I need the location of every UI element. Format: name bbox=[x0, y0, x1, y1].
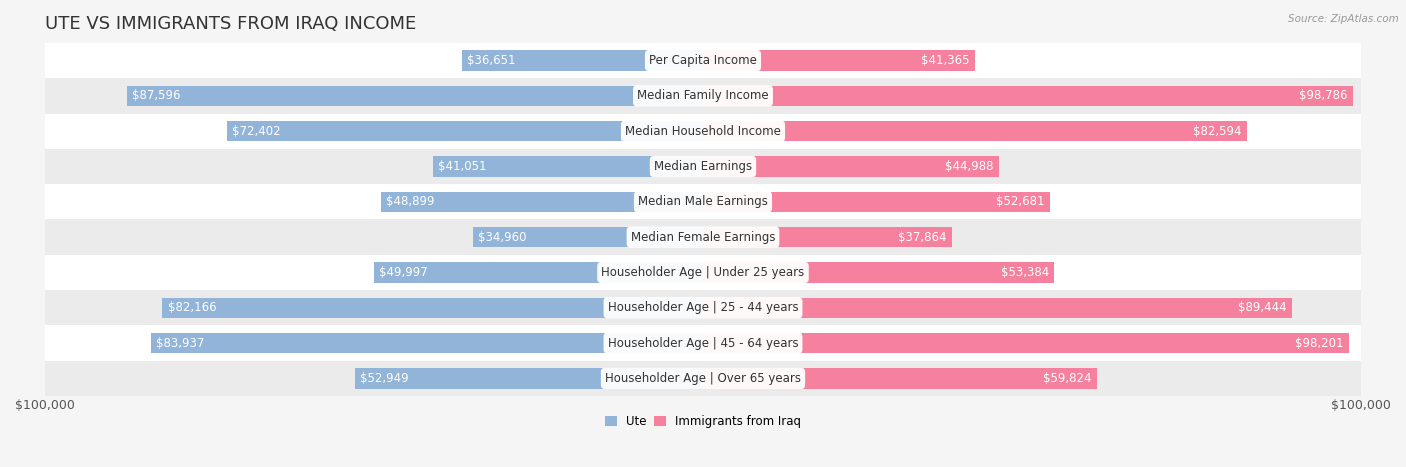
Bar bbox=[162, 297, 703, 318]
Bar bbox=[226, 121, 703, 142]
Text: Per Capita Income: Per Capita Income bbox=[650, 54, 756, 67]
Text: $72,402: $72,402 bbox=[232, 125, 280, 138]
Text: Householder Age | Over 65 years: Householder Age | Over 65 years bbox=[605, 372, 801, 385]
Bar bbox=[703, 50, 976, 71]
Text: $41,051: $41,051 bbox=[439, 160, 486, 173]
Text: $98,201: $98,201 bbox=[1295, 337, 1344, 350]
Bar bbox=[703, 262, 1054, 283]
Text: $53,384: $53,384 bbox=[1001, 266, 1049, 279]
Text: $82,166: $82,166 bbox=[167, 301, 217, 314]
Text: $34,960: $34,960 bbox=[478, 231, 527, 244]
Bar bbox=[45, 184, 1361, 219]
Text: $48,899: $48,899 bbox=[387, 195, 434, 208]
Text: $36,651: $36,651 bbox=[467, 54, 516, 67]
Text: Median Family Income: Median Family Income bbox=[637, 89, 769, 102]
Text: Median Male Earnings: Median Male Earnings bbox=[638, 195, 768, 208]
Bar bbox=[381, 191, 703, 212]
Text: $49,997: $49,997 bbox=[380, 266, 427, 279]
Bar bbox=[45, 361, 1361, 396]
Bar bbox=[45, 78, 1361, 113]
Bar bbox=[703, 156, 1000, 177]
Text: $44,988: $44,988 bbox=[945, 160, 994, 173]
Bar bbox=[45, 43, 1361, 78]
Bar bbox=[354, 368, 703, 389]
Text: $37,864: $37,864 bbox=[898, 231, 946, 244]
Text: $98,786: $98,786 bbox=[1299, 89, 1348, 102]
Bar bbox=[703, 191, 1050, 212]
Text: Median Household Income: Median Household Income bbox=[626, 125, 780, 138]
Bar bbox=[127, 85, 703, 106]
Text: $52,949: $52,949 bbox=[360, 372, 409, 385]
Text: Householder Age | 25 - 44 years: Householder Age | 25 - 44 years bbox=[607, 301, 799, 314]
Text: Householder Age | 45 - 64 years: Householder Age | 45 - 64 years bbox=[607, 337, 799, 350]
Bar bbox=[45, 255, 1361, 290]
Bar bbox=[703, 121, 1247, 142]
Text: $59,824: $59,824 bbox=[1043, 372, 1091, 385]
Text: $83,937: $83,937 bbox=[156, 337, 204, 350]
Text: Source: ZipAtlas.com: Source: ZipAtlas.com bbox=[1288, 14, 1399, 24]
Text: $87,596: $87,596 bbox=[132, 89, 180, 102]
Bar bbox=[45, 113, 1361, 149]
Bar bbox=[45, 149, 1361, 184]
Bar bbox=[703, 368, 1097, 389]
Bar bbox=[150, 333, 703, 354]
Text: $52,681: $52,681 bbox=[995, 195, 1045, 208]
Bar bbox=[45, 219, 1361, 255]
Bar bbox=[461, 50, 703, 71]
Text: $41,365: $41,365 bbox=[921, 54, 970, 67]
Bar bbox=[703, 227, 952, 248]
Text: Householder Age | Under 25 years: Householder Age | Under 25 years bbox=[602, 266, 804, 279]
Bar bbox=[374, 262, 703, 283]
Bar bbox=[45, 325, 1361, 361]
Text: $89,444: $89,444 bbox=[1237, 301, 1286, 314]
Legend: Ute, Immigrants from Iraq: Ute, Immigrants from Iraq bbox=[600, 410, 806, 432]
Text: $82,594: $82,594 bbox=[1192, 125, 1241, 138]
Bar bbox=[45, 290, 1361, 325]
Text: UTE VS IMMIGRANTS FROM IRAQ INCOME: UTE VS IMMIGRANTS FROM IRAQ INCOME bbox=[45, 15, 416, 33]
Bar bbox=[703, 333, 1350, 354]
Bar bbox=[703, 297, 1292, 318]
Bar bbox=[703, 85, 1353, 106]
Text: Median Female Earnings: Median Female Earnings bbox=[631, 231, 775, 244]
Text: Median Earnings: Median Earnings bbox=[654, 160, 752, 173]
Bar bbox=[472, 227, 703, 248]
Bar bbox=[433, 156, 703, 177]
